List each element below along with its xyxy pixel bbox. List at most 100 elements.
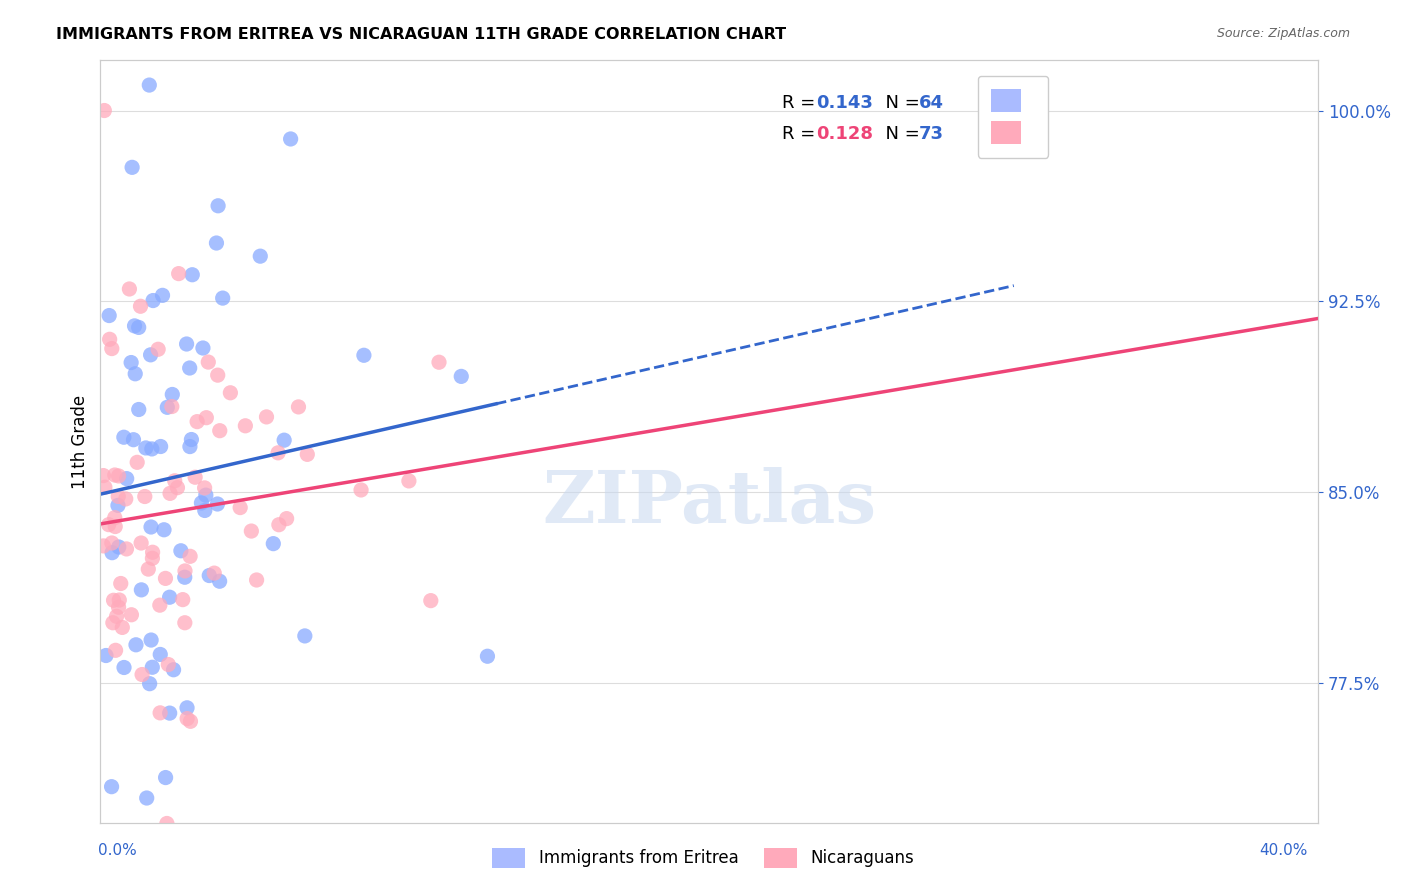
- Point: [190, 496, 212, 510]
- Point: [249, 249, 271, 263]
- Point: [128, 320, 150, 334]
- Point: [179, 714, 201, 729]
- Point: [198, 568, 221, 582]
- Point: [94, 480, 117, 494]
- Text: 0.143: 0.143: [817, 94, 873, 112]
- Point: [120, 607, 142, 622]
- Legend: , : ,: [979, 76, 1047, 158]
- Point: [101, 546, 124, 560]
- Point: [114, 491, 136, 506]
- Point: [107, 540, 129, 554]
- Point: [262, 536, 284, 550]
- Text: 40.0%: 40.0%: [1260, 843, 1308, 857]
- Point: [208, 424, 231, 438]
- Point: [98, 309, 121, 323]
- Point: [156, 401, 179, 415]
- Point: [207, 199, 229, 213]
- Point: [118, 282, 141, 296]
- Point: [276, 511, 298, 525]
- Point: [105, 609, 128, 624]
- Point: [139, 520, 162, 534]
- Point: [170, 543, 193, 558]
- Point: [129, 536, 152, 550]
- Point: [173, 570, 195, 584]
- Point: [104, 510, 127, 524]
- Point: [128, 402, 150, 417]
- Point: [163, 474, 186, 488]
- Point: [121, 161, 143, 175]
- Point: [141, 660, 163, 674]
- Point: [202, 566, 225, 581]
- Point: [350, 483, 373, 497]
- Point: [107, 469, 129, 483]
- Point: [135, 441, 157, 455]
- Point: [197, 355, 219, 369]
- Point: [186, 415, 208, 429]
- Point: [179, 440, 201, 454]
- Point: [207, 368, 229, 383]
- Point: [194, 481, 217, 495]
- Point: [235, 418, 257, 433]
- Point: [157, 657, 180, 672]
- Point: [149, 706, 172, 720]
- Point: [194, 488, 217, 502]
- Point: [167, 267, 190, 281]
- Point: [172, 592, 194, 607]
- Point: [112, 430, 135, 444]
- Point: [93, 468, 115, 483]
- Point: [149, 440, 172, 454]
- Point: [131, 582, 153, 597]
- Point: [131, 667, 153, 681]
- Text: Source: ZipAtlas.com: Source: ZipAtlas.com: [1216, 27, 1350, 40]
- Point: [125, 638, 148, 652]
- Point: [280, 132, 302, 146]
- Point: [149, 648, 172, 662]
- Point: [142, 545, 165, 559]
- Text: 73: 73: [918, 125, 943, 143]
- Point: [159, 591, 181, 605]
- Point: [115, 472, 138, 486]
- Point: [174, 564, 197, 578]
- Point: [155, 571, 177, 585]
- Point: [294, 629, 316, 643]
- Point: [191, 341, 214, 355]
- Point: [100, 780, 122, 794]
- Point: [101, 342, 124, 356]
- Point: [93, 103, 115, 118]
- Point: [141, 551, 163, 566]
- Point: [162, 387, 184, 401]
- Point: [138, 676, 160, 690]
- Point: [112, 660, 135, 674]
- Y-axis label: 11th Grade: 11th Grade: [72, 394, 89, 489]
- Point: [297, 447, 319, 461]
- Point: [477, 649, 499, 664]
- Point: [256, 409, 278, 424]
- Point: [195, 410, 218, 425]
- Point: [111, 620, 134, 634]
- Text: 0.128: 0.128: [817, 125, 873, 143]
- Point: [427, 355, 450, 369]
- Text: 64: 64: [918, 94, 943, 112]
- Point: [246, 573, 269, 587]
- Point: [160, 400, 183, 414]
- Text: 0.0%: 0.0%: [98, 843, 138, 857]
- Point: [184, 470, 207, 484]
- Point: [152, 288, 174, 302]
- Text: ZIPatlas: ZIPatlas: [543, 467, 876, 538]
- Text: R =: R =: [782, 125, 821, 143]
- Point: [104, 643, 127, 657]
- Point: [267, 517, 290, 532]
- Point: [156, 816, 179, 830]
- Point: [181, 268, 204, 282]
- Point: [124, 367, 146, 381]
- Point: [115, 541, 138, 556]
- Point: [208, 574, 231, 589]
- Point: [135, 791, 157, 805]
- Point: [229, 500, 252, 515]
- Point: [159, 706, 181, 720]
- Point: [141, 442, 163, 456]
- Point: [287, 400, 309, 414]
- Point: [205, 235, 228, 250]
- Point: [267, 446, 290, 460]
- Point: [98, 332, 121, 346]
